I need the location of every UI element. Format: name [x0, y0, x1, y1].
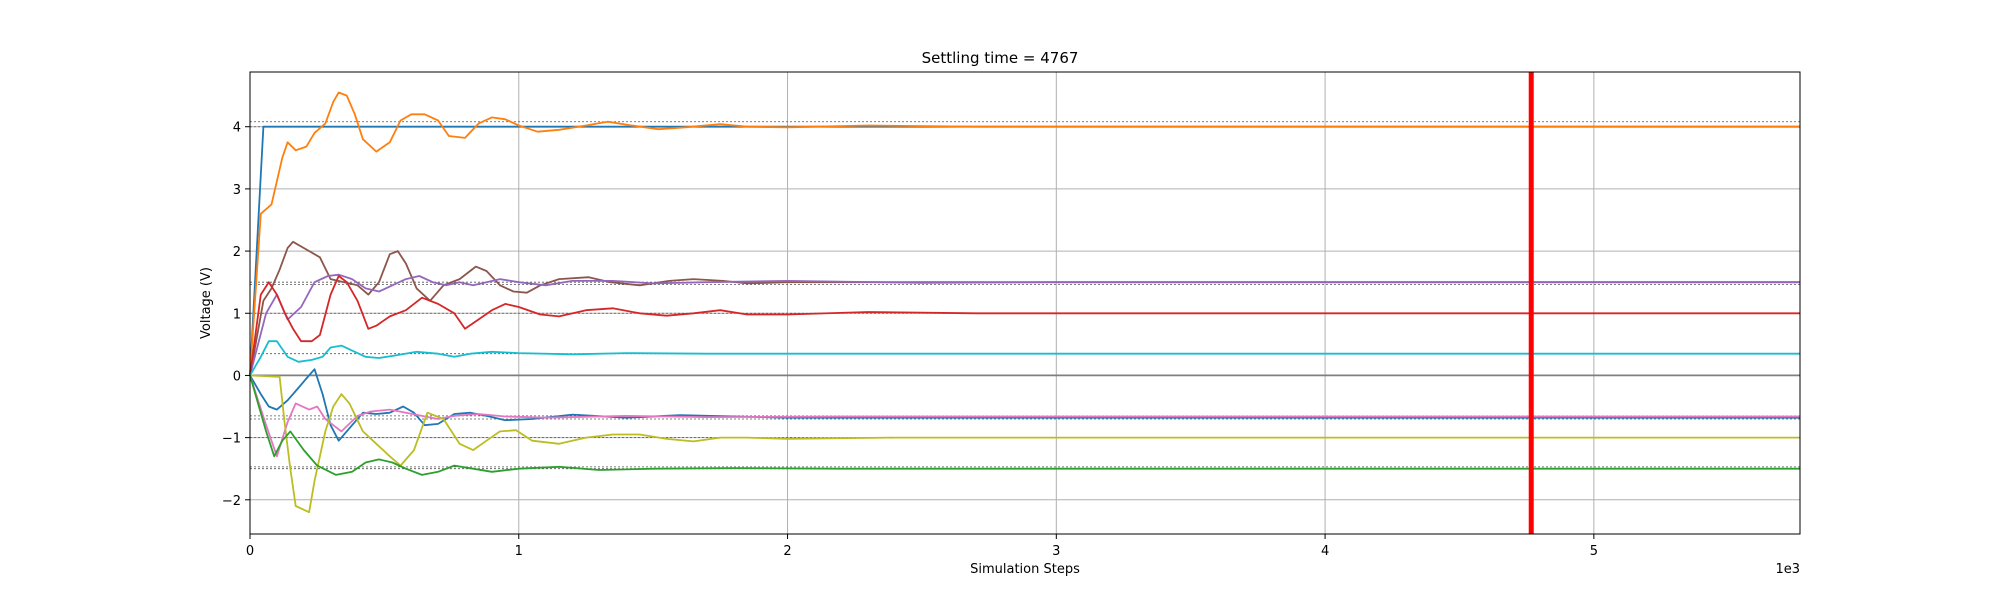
x-axis-multiplier: 1e3 [1775, 562, 1800, 577]
series-line-3 [249, 240, 1800, 376]
y-tick-label: −1 [222, 432, 241, 447]
plot-frame [249, 71, 1801, 535]
y-axis: −2 −1 0 1 2 3 4 [222, 121, 250, 509]
y-axis-label: Voltage (V) [199, 267, 214, 339]
series-line-2 [249, 91, 1800, 376]
x-tick-label: 3 [1052, 544, 1060, 559]
chart-title: Settling time = 4767 [922, 49, 1079, 67]
x-tick-label: 0 [246, 544, 254, 559]
y-tick-label: 2 [233, 245, 241, 260]
y-tick-label: 3 [233, 183, 241, 198]
series-line-10 [249, 374, 1800, 514]
series-line-9 [249, 375, 1800, 458]
series-line-11 [249, 375, 1800, 476]
series-group [249, 91, 1800, 514]
y-tick-label: 0 [233, 369, 241, 384]
x-axis-label: Simulation Steps [970, 562, 1080, 577]
series-line-4 [249, 273, 1800, 376]
x-tick-label: 4 [1321, 544, 1329, 559]
series-line-5 [249, 275, 1800, 376]
series-line-8 [249, 368, 1800, 442]
y-tick-label: 4 [233, 121, 241, 136]
x-tick-label: 5 [1590, 544, 1598, 559]
x-tick-label: 1 [515, 544, 523, 559]
grid [249, 72, 1800, 534]
y-tick-label: −2 [222, 494, 241, 509]
x-tick-label: 2 [783, 544, 791, 559]
y-tick-label: 1 [233, 307, 241, 322]
x-axis: 0 1 2 3 4 5 [246, 534, 1598, 559]
series-line-6 [249, 340, 1800, 376]
